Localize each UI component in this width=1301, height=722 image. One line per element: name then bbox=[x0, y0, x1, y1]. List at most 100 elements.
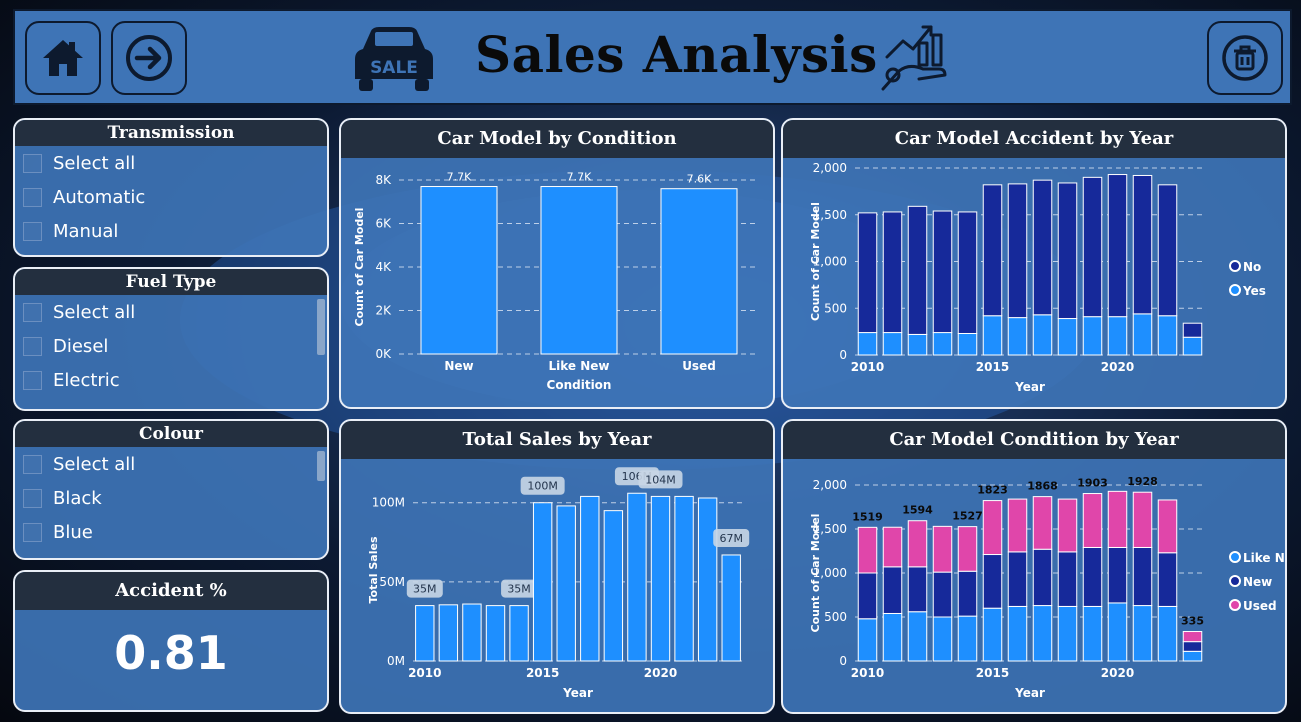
y-tick-label: 2,000 bbox=[813, 478, 847, 492]
x-tick-label: 2020 bbox=[1101, 360, 1134, 374]
bar-segment-yes bbox=[907, 333, 928, 356]
bar-segment-like-new bbox=[1032, 605, 1053, 662]
y-tick-label: 50M bbox=[379, 575, 405, 589]
bar-segment-yes bbox=[1007, 317, 1028, 356]
checkbox[interactable] bbox=[23, 454, 42, 474]
bar-segment-like-new bbox=[1007, 605, 1028, 662]
data-label: 35M bbox=[507, 583, 531, 596]
fuel-slicer-scrollbar[interactable] bbox=[317, 299, 325, 355]
bar bbox=[660, 188, 738, 355]
checkbox[interactable] bbox=[23, 302, 42, 322]
bar-segment-used bbox=[932, 525, 953, 573]
bar bbox=[438, 604, 459, 662]
legend-label: No bbox=[1243, 260, 1261, 274]
bar-segment-used bbox=[1157, 499, 1178, 554]
transmission-slicer-title: Transmission bbox=[15, 120, 327, 146]
bar-segment-like-new bbox=[1157, 605, 1178, 662]
bar-segment-yes bbox=[1107, 316, 1128, 356]
data-label: 104M bbox=[645, 473, 676, 486]
bar-segment-used bbox=[882, 526, 903, 568]
bar-segment-new bbox=[857, 572, 878, 620]
x-axis-title: Year bbox=[1014, 380, 1045, 394]
bar-segment-no bbox=[1007, 183, 1028, 319]
y-tick-label: 1,000 bbox=[813, 255, 847, 269]
bar-segment-used bbox=[982, 500, 1003, 556]
x-tick-label: 2015 bbox=[976, 360, 1009, 374]
bar-segment-used bbox=[1007, 498, 1028, 553]
y-tick-label: 4K bbox=[375, 260, 392, 274]
bar-segment-used bbox=[1032, 496, 1053, 550]
transmission-option-automatic[interactable]: Automatic bbox=[15, 180, 327, 214]
legend-marker bbox=[1229, 284, 1241, 296]
header-bar: SALE Sales Analysis bbox=[13, 9, 1292, 105]
bar-segment-no bbox=[1082, 176, 1103, 318]
transmission-option-select-all[interactable]: Select all bbox=[15, 146, 327, 180]
bar-segment-yes bbox=[1182, 336, 1203, 356]
sale-icon-text: SALE bbox=[370, 58, 418, 78]
bar bbox=[580, 495, 600, 662]
bar-segment-yes bbox=[1057, 318, 1078, 356]
checkbox[interactable] bbox=[23, 488, 42, 508]
kpi-value: 0.81 bbox=[114, 626, 228, 680]
bar-segment-used bbox=[1107, 490, 1128, 548]
condition-chart-panel: Car Model by Condition 0K 2K 4K 6K 8K Count o… bbox=[339, 118, 775, 409]
data-label-box bbox=[638, 470, 683, 489]
bar-segment-used bbox=[857, 526, 878, 574]
transmission-slicer: Transmission Select all Automatic Manual bbox=[13, 118, 329, 257]
bar-segment-new bbox=[1032, 548, 1053, 607]
bar-segment-used bbox=[907, 520, 928, 568]
checkbox[interactable] bbox=[23, 153, 42, 173]
checkbox[interactable] bbox=[23, 370, 42, 390]
x-tick-label: 2010 bbox=[408, 666, 441, 680]
checkbox[interactable] bbox=[23, 522, 42, 542]
bar-segment-like-new bbox=[1082, 605, 1103, 662]
data-label: 35M bbox=[413, 583, 437, 596]
sales-chart-panel: Total Sales by Year 0M 50M 100M Total Sales… bbox=[339, 419, 775, 714]
sale-car-icon: SALE bbox=[355, 27, 433, 91]
checkbox[interactable] bbox=[23, 187, 42, 207]
sales-growth-icon bbox=[881, 25, 947, 91]
x-tick-label: Like New bbox=[548, 359, 609, 373]
total-label: 1823 bbox=[977, 484, 1008, 497]
bar bbox=[420, 186, 498, 355]
bar-segment-no bbox=[857, 212, 878, 334]
y-tick-label: 8K bbox=[375, 173, 392, 187]
colour-option-select-all[interactable]: Select all bbox=[15, 447, 327, 481]
condition-year-stacked-chart: 0 500 1,000 1,500 2,000 Count of Car Model 151… bbox=[809, 475, 1285, 700]
y-tick-label: 500 bbox=[824, 301, 847, 315]
bar-segment-yes bbox=[982, 315, 1003, 356]
bar-segment-used bbox=[1057, 498, 1078, 553]
fuel-option-select-all[interactable]: Select all bbox=[15, 295, 327, 329]
legend-label: Used bbox=[1243, 599, 1277, 613]
data-label-box bbox=[501, 579, 538, 598]
forward-button[interactable] bbox=[111, 21, 187, 95]
bar-segment-like-new bbox=[1107, 602, 1128, 662]
bar-segment-like-new bbox=[1057, 605, 1078, 662]
delete-button[interactable] bbox=[1207, 21, 1283, 95]
colour-option-black[interactable]: Black bbox=[15, 481, 327, 515]
legend-marker bbox=[1229, 551, 1241, 563]
bar-segment-no bbox=[932, 210, 953, 334]
fuel-option-electric[interactable]: Electric bbox=[15, 363, 327, 397]
colour-option-blue[interactable]: Blue bbox=[15, 515, 327, 549]
data-label: 7.7K bbox=[567, 171, 592, 184]
bar-segment-new bbox=[982, 554, 1003, 609]
total-label: 335 bbox=[1181, 615, 1204, 628]
transmission-option-manual[interactable]: Manual bbox=[15, 214, 327, 248]
bar-segment-like-new bbox=[857, 618, 878, 662]
colour-slicer-scrollbar[interactable] bbox=[317, 451, 325, 481]
x-tick-label: Used bbox=[682, 359, 716, 373]
y-axis-title: Total Sales bbox=[367, 536, 380, 603]
bar-segment-no bbox=[1057, 182, 1078, 320]
bar-segment-no bbox=[982, 184, 1003, 317]
checkbox[interactable] bbox=[23, 336, 42, 356]
accident-kpi-card: Accident % 0.81 bbox=[13, 570, 329, 712]
fuel-option-diesel[interactable]: Diesel bbox=[15, 329, 327, 363]
bar-segment-new bbox=[932, 571, 953, 618]
home-button[interactable] bbox=[25, 21, 101, 95]
bar-segment-used bbox=[957, 526, 978, 572]
bar bbox=[485, 605, 506, 662]
bar bbox=[627, 492, 647, 662]
bar-segment-used bbox=[1182, 631, 1203, 643]
checkbox[interactable] bbox=[23, 221, 42, 241]
